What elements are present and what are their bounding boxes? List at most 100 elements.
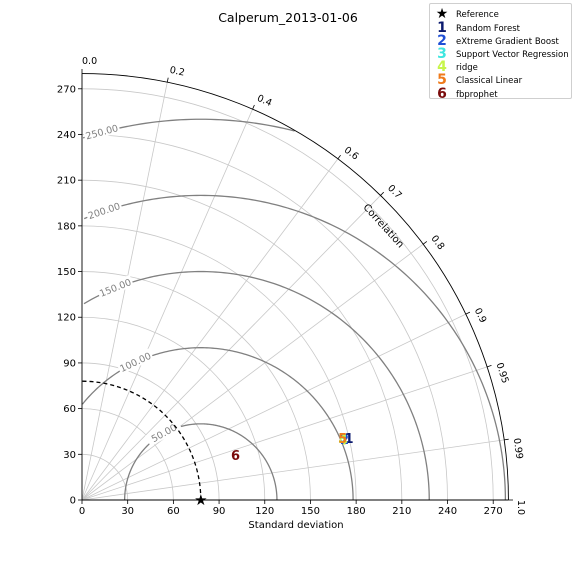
y-tick-label: 180 [57,221,76,232]
correlation-ray [81,243,424,501]
legend-item-xgboost: 2 eXtreme Gradient Boost [430,33,573,49]
correlation-tick [465,311,471,315]
legend-marker: 5 [437,72,447,88]
std-grid-arc [81,134,448,501]
y-tick-label: 120 [57,313,76,324]
std-grid-arc [81,316,266,501]
rms-label-bg [82,120,121,142]
std-grid-arc [81,88,494,501]
correlation-tick-label: 0.99 [511,437,525,459]
legend-item-classical-linear: 5 Classical Linear [430,72,573,88]
x-tick-label: 0 [79,506,85,517]
legend-item-random-forest: 1 Random Forest [430,20,573,36]
legend-marker: 6 [437,86,447,102]
legend-marker: 3 [437,46,447,62]
correlation-tick-label: 1.0 [515,500,526,515]
legend-item-ridge: 4 ridge [430,59,573,75]
rms-label-bg [116,348,154,375]
rms-label-bg [84,198,123,222]
correlation-ray [81,109,253,501]
legend-marker: 2 [437,33,447,49]
data-point-6: 6 [231,449,240,464]
y-tick-label: 210 [57,176,76,187]
correlation-axis-label: Correlation [361,202,406,250]
std-grid-arc [81,362,220,501]
correlation-tick-label: 0.8 [428,234,446,253]
legend-label: Reference [456,10,499,20]
y-tick-label: 90 [63,358,76,369]
axis-layer: 0030306060909012012015015018018021021024… [57,56,526,531]
chart-title: Calperum_2013-01-06 [218,10,358,25]
std-grid-arc [81,179,403,501]
y-tick-label: 240 [57,130,76,141]
correlation-ray [81,195,381,501]
correlation-ray [81,439,505,501]
data-point-2: 2 [340,433,349,448]
legend: ★ Reference 1 Random Forest 2 eXtreme Gr… [429,3,573,102]
correlation-tick [337,154,341,160]
correlation-arc [81,73,509,501]
x-tick-label: 30 [121,506,134,517]
correlation-tick-label: 0.2 [169,65,186,79]
x-tick-label: 90 [213,506,226,517]
legend-label: fbprophet [456,90,498,100]
correlation-tick-label: 0.6 [342,145,361,163]
std-grid-arc [81,453,129,501]
reference-std-arc [81,380,202,501]
legend-item-svr: 3 Support Vector Regression [430,46,573,62]
correlation-tick [486,365,492,368]
data-point-5: 5 [338,432,347,447]
correlation-tick-label: 0.9 [472,306,488,324]
legend-label: ridge [456,63,478,73]
correlation-tick-label: 0.4 [255,93,273,109]
x-tick-label: 210 [392,506,411,517]
std-grid-arc [81,271,311,501]
correlation-tick [422,241,428,245]
correlation-tick-label: 0.7 [385,183,403,201]
y-tick-label: 270 [57,84,76,95]
legend-item-reference: ★ Reference [430,6,573,22]
x-tick-label: 180 [347,506,366,517]
correlation-ray [81,313,466,501]
data-point-4: 4 [339,433,348,448]
y-tick-label: 60 [63,404,76,415]
y-tick-label: 150 [57,267,76,278]
reference-star-icon: ★ [194,491,207,509]
x-tick-label: 120 [255,506,274,517]
y-tick-label: 30 [63,450,76,461]
legend-label: Random Forest [456,24,520,34]
legend-marker: 4 [437,59,447,75]
data-point-3: 3 [338,432,347,447]
x-axis-label: Standard deviation [248,520,343,531]
legend-label: Classical Linear [456,76,523,86]
legend-label: Support Vector Regression [456,50,569,60]
correlation-tick [380,191,384,196]
correlation-tick [504,438,509,441]
x-tick-label: 150 [301,506,320,517]
rms-contour-label: 100.00 [118,351,153,375]
rms-contour [83,270,430,501]
x-tick-label: 60 [167,506,180,517]
legend-item-fbprophet: 6 fbprophet [430,86,573,102]
rms-label-bg [96,274,135,300]
correlation-tick [166,77,169,83]
x-tick-label: 240 [438,506,457,517]
x-tick-label: 270 [484,506,503,517]
std-grid-arc [81,225,357,501]
correlation-ray [81,82,168,501]
correlation-tick-label: 0.95 [493,361,510,385]
rms-contour [83,194,507,501]
correlation-tick-label: 0.0 [82,56,97,67]
grid-layer [81,82,505,501]
legend-marker: 1 [437,20,447,36]
y-tick-label: 0 [70,496,76,507]
rms-label-bg [144,418,183,447]
rms-contour [123,423,278,501]
correlation-ray [81,366,488,501]
correlation-ray [81,158,339,501]
legend-label: eXtreme Gradient Boost [456,37,559,47]
reference-star-icon: ★ [435,6,449,22]
